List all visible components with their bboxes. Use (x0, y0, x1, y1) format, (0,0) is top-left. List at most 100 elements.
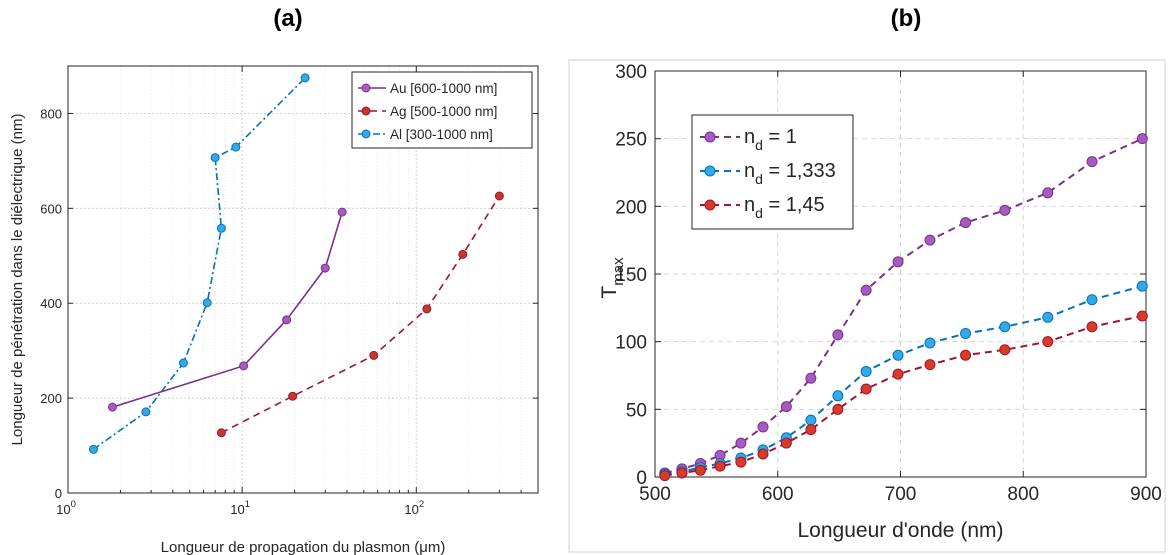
x-tick-label-exponent: 0 (71, 499, 76, 510)
data-point-0 (892, 256, 904, 268)
x-tick-label-base: 10 (230, 502, 244, 517)
y-tick-label: 800 (40, 106, 62, 121)
data-point-0 (780, 401, 792, 413)
x-tick-label: 700 (885, 484, 917, 505)
x-tick-label-exponent: 1 (245, 499, 250, 510)
data-point-2 (216, 223, 226, 233)
data-point-2 (178, 358, 188, 368)
legend-marker-0 (704, 131, 716, 143)
legend-label: Au [600-1000 nm] (390, 81, 497, 96)
legend-label-value: = 1 (763, 126, 797, 148)
data-point-1 (1086, 294, 1098, 306)
data-point-2 (960, 349, 972, 361)
data-point-0 (924, 234, 936, 246)
data-point-0 (860, 284, 872, 296)
data-point-2 (860, 383, 872, 395)
legend-label-value: = 1,45 (763, 194, 825, 216)
series-line-1 (221, 195, 501, 434)
x-tick-label-exponent: 2 (419, 499, 424, 510)
data-point-2 (231, 142, 241, 152)
legend-label: Ag [500-1000 nm] (390, 104, 497, 119)
data-point-0 (832, 329, 844, 341)
chart-b: 0 50 100 150 200 250 300 500 600 700 800 900 Longueu… (568, 59, 1166, 553)
x-tick-label: 900 (1130, 484, 1162, 505)
data-point-2 (999, 344, 1011, 356)
legend-box (351, 71, 533, 149)
x-tick-label: 100 (56, 499, 76, 517)
x-tick-label: 800 (1007, 484, 1039, 505)
legend-marker-2 (704, 199, 716, 211)
y-tick-label: 150 (615, 265, 647, 286)
data-point-0 (282, 315, 292, 325)
plot-area-frame (67, 65, 539, 494)
data-point-2 (832, 403, 844, 415)
panel-frame (568, 59, 1166, 553)
data-point-0 (107, 402, 117, 412)
data-point-2 (202, 298, 212, 308)
data-point-2 (757, 448, 769, 460)
legend-label-subscript: d (755, 137, 763, 153)
data-point-1 (860, 365, 872, 377)
y-tick-label: 200 (615, 197, 647, 218)
y-tick-label: 100 (615, 333, 647, 354)
data-point-1 (1136, 280, 1148, 292)
legend-label-n: n (744, 194, 755, 216)
y-tick-label: 50 (626, 400, 647, 421)
data-point-2 (694, 464, 706, 476)
x-axis-label: Longueur de propagation du plasmon (μm) (161, 539, 446, 555)
data-point-2 (141, 407, 151, 417)
data-point-1 (458, 249, 468, 259)
data-point-0 (1136, 133, 1148, 145)
data-point-1 (422, 304, 432, 314)
data-point-0 (757, 421, 769, 433)
data-point-2 (676, 467, 688, 479)
data-point-2 (780, 437, 792, 449)
data-point-2 (1042, 336, 1054, 348)
legend-label-subscript: d (755, 205, 763, 221)
legend-marker-0 (361, 83, 371, 93)
y-axis-label-main: T (598, 286, 621, 299)
data-point-1 (805, 414, 817, 426)
y-tick-label: 400 (40, 296, 62, 311)
x-tick-label: 101 (230, 499, 250, 517)
legend-marker-1 (361, 106, 371, 116)
legend-label-n: n (744, 126, 755, 148)
y-axis-label: Tmax (598, 257, 627, 299)
y-tick-label: 200 (40, 391, 62, 406)
data-point-2 (210, 153, 220, 163)
data-point-0 (805, 372, 817, 384)
data-point-2 (805, 424, 817, 436)
data-point-2 (892, 368, 904, 380)
y-axis-label: Longueur de pénétration dans le diélectr… (9, 114, 26, 446)
data-point-2 (88, 444, 98, 454)
legend-label-subscript: d (755, 171, 763, 187)
data-point-0 (337, 207, 347, 217)
data-point-1 (999, 321, 1011, 333)
y-axis-label-subscript: max (610, 257, 627, 286)
data-point-1 (924, 337, 936, 349)
y-tick-label: 600 (40, 201, 62, 216)
data-point-2 (1136, 310, 1148, 322)
legend-label: nd = 1 (744, 126, 797, 153)
legend-label: nd = 1,45 (744, 194, 825, 221)
data-point-0 (999, 204, 1011, 216)
data-point-1 (832, 390, 844, 402)
x-tick-label: 500 (639, 484, 671, 505)
data-point-2 (1086, 321, 1098, 333)
data-point-0 (320, 263, 330, 273)
data-point-2 (735, 456, 747, 468)
y-tick-label: 300 (615, 62, 647, 83)
data-point-1 (960, 328, 972, 340)
data-point-0 (1042, 187, 1054, 199)
x-tick-label-base: 10 (56, 502, 70, 517)
series-line-2 (92, 77, 306, 451)
y-tick-label: 0 (636, 468, 647, 489)
data-point-0 (239, 361, 249, 371)
legend-marker-2 (361, 129, 371, 139)
x-axis-label: Longueur d'onde (nm) (798, 519, 1004, 542)
series-line-0 (112, 211, 343, 408)
panel-a-tag: (a) (273, 5, 302, 32)
y-tick-label: 250 (615, 130, 647, 151)
